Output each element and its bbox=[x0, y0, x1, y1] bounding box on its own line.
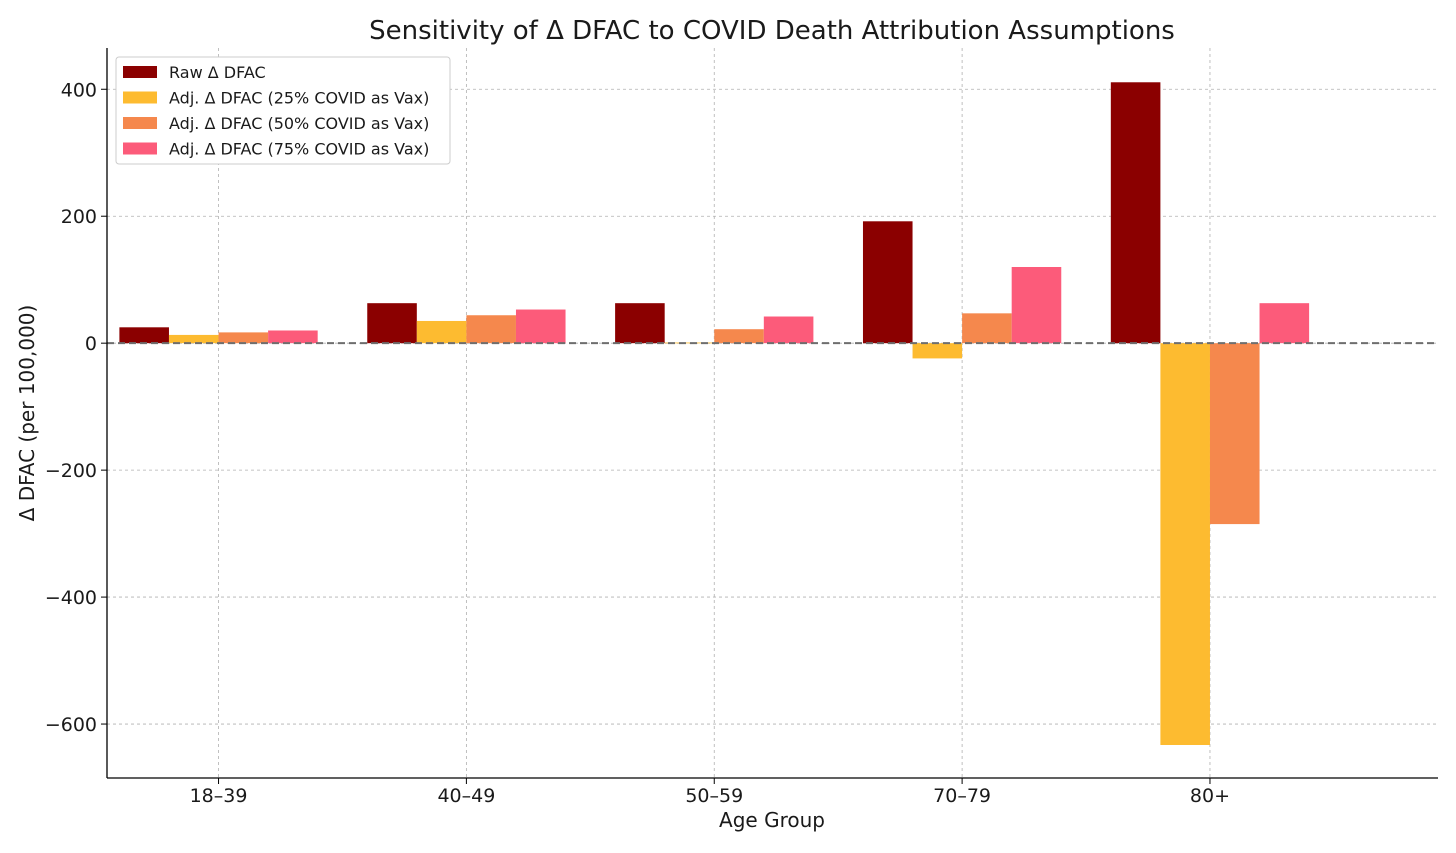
bar-series-2-40–49 bbox=[416, 320, 467, 344]
bars bbox=[119, 82, 1310, 745]
bar-series-4-40–49 bbox=[515, 309, 566, 344]
y-tick-label: 200 bbox=[61, 206, 97, 228]
bar-series-1-70–79 bbox=[862, 221, 913, 344]
legend-frame bbox=[115, 56, 451, 165]
x-tick-label: 18–39 bbox=[190, 785, 248, 807]
legend-label: Adj. Δ DFAC (25% COVID as Vax) bbox=[169, 89, 429, 108]
x-tick-label: 70–79 bbox=[933, 785, 991, 807]
bar-series-1-40–49 bbox=[367, 303, 417, 344]
y-axis-label: Δ DFAC (per 100,000) bbox=[15, 305, 39, 522]
legend-swatch bbox=[123, 91, 157, 104]
bar-series-4-50–59 bbox=[763, 316, 814, 344]
bar-series-1-50–59 bbox=[615, 303, 665, 344]
legend-label: Adj. Δ DFAC (75% COVID as Vax) bbox=[169, 140, 429, 159]
bar-series-2-50–59 bbox=[664, 342, 715, 344]
y-tick-label: −200 bbox=[45, 460, 97, 482]
legend-swatch bbox=[123, 117, 157, 129]
legend-label: Raw Δ DFAC bbox=[169, 63, 266, 82]
legend-swatch bbox=[123, 142, 157, 155]
x-tick-label: 40–49 bbox=[437, 785, 495, 807]
y-tick-label: −600 bbox=[45, 714, 97, 736]
bar-series-3-40–49 bbox=[466, 315, 516, 344]
bar-series-4-70–79 bbox=[1011, 267, 1062, 344]
bar-series-3-50–59 bbox=[714, 329, 764, 344]
bar-series-4-80+ bbox=[1259, 303, 1310, 344]
x-tick-label: 50–59 bbox=[685, 785, 743, 807]
bar-series-3-80+ bbox=[1209, 343, 1260, 525]
bar-series-3-18–39 bbox=[218, 332, 269, 344]
x-axis-label: Age Group bbox=[719, 808, 825, 832]
bar-series-1-18–39 bbox=[119, 327, 169, 344]
legend: Raw Δ DFAC Adj. Δ DFAC (25% COVID as Vax)… bbox=[115, 56, 451, 165]
bar-series-2-18–39 bbox=[168, 334, 219, 344]
y-tick-label: 0 bbox=[85, 333, 97, 355]
bar-series-3-70–79 bbox=[962, 313, 1012, 344]
bar-series-1-80+ bbox=[1110, 82, 1161, 344]
chart-title: Sensitivity of Δ DFAC to COVID Death Att… bbox=[369, 16, 1175, 46]
bar-series-2-70–79 bbox=[912, 343, 963, 359]
legend-label: Adj. Δ DFAC (50% COVID as Vax) bbox=[169, 114, 429, 133]
y-tick-label: −400 bbox=[45, 587, 97, 609]
tick-labels: −600 −400 −200 0 200 400 18–39 40–49 50–59 70–79 8… bbox=[45, 79, 1230, 807]
bar-series-2-80+ bbox=[1160, 343, 1210, 745]
x-tick-label: 80+ bbox=[1190, 785, 1230, 807]
axes bbox=[101, 48, 1438, 784]
legend-swatch bbox=[123, 66, 157, 78]
y-tick-label: 400 bbox=[61, 79, 97, 101]
bar-series-4-18–39 bbox=[268, 330, 318, 344]
